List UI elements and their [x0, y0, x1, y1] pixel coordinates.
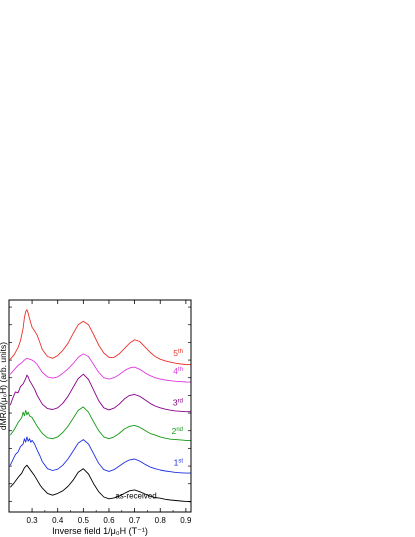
x-axis-ticks: 0.3 0.4 0.5 0.6 0.7 0.8 0.9 — [27, 300, 192, 525]
curve-label-1: 1st — [174, 458, 184, 468]
curve-label-3: 3rd — [173, 398, 183, 408]
curve-label-sup-5: th — [178, 349, 183, 355]
curve-label-2: 2nd — [172, 426, 183, 436]
x-tick-label-1: 0.4 — [52, 516, 64, 525]
curve-label-base-4: 4 — [173, 366, 178, 376]
x-tick-label-6: 0.9 — [180, 516, 192, 525]
series-line-3 — [9, 373, 191, 413]
curve-label-base-5: 5 — [173, 348, 178, 358]
x-tick-label-3: 0.6 — [103, 516, 115, 525]
series-line-5 — [9, 309, 192, 366]
x-tick-label-0: 0.3 — [27, 516, 39, 525]
curve-label-4: 4th — [173, 366, 183, 376]
curve-label-sup-1: st — [178, 459, 183, 465]
curve-label-base-0: as-received — [115, 492, 156, 501]
series-line-4 — [9, 353, 192, 383]
curve-label-sup-4: th — [178, 367, 183, 373]
curve-label-base-3: 3 — [173, 398, 178, 408]
plot-frame — [8, 299, 192, 513]
curve-label-5: 5th — [173, 348, 183, 358]
curve-label-base-1: 1 — [174, 458, 179, 468]
series-line-0 — [9, 464, 192, 503]
series-line-1 — [9, 436, 191, 474]
y-axis-ticks — [9, 306, 191, 502]
x-tick-label-4: 0.7 — [129, 516, 141, 525]
curve-label-sup-2: nd — [176, 427, 183, 433]
curve-label-0: as-received — [115, 492, 156, 501]
x-axis-label: Inverse field 1/μ₀H (T⁻¹) — [52, 526, 148, 536]
x-tick-label-2: 0.5 — [78, 516, 90, 525]
y-axis-label: dMR/d(μ₀H) (arb. units) — [0, 342, 8, 430]
x-tick-label-5: 0.8 — [155, 516, 167, 525]
curve-label-base-2: 2 — [172, 426, 177, 436]
series-layer — [9, 309, 192, 503]
series-line-2 — [9, 406, 191, 441]
curve-label-sup-3: rd — [178, 399, 183, 405]
